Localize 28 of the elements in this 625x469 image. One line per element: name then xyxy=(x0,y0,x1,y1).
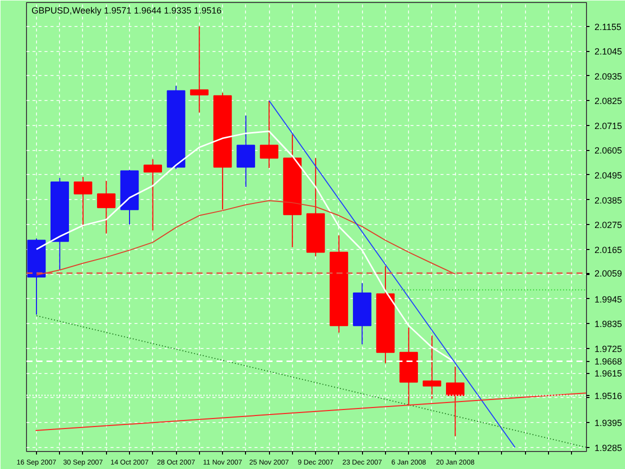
candlestick xyxy=(236,115,256,188)
y-tick-label: 2.1155 xyxy=(594,22,622,32)
candlestick xyxy=(97,180,116,234)
candlestick xyxy=(74,176,92,228)
y-tick-label: 1.9285 xyxy=(594,442,622,453)
y-tick-label: 2.0825 xyxy=(594,96,622,106)
y-tick-label: 2.1045 xyxy=(594,46,622,57)
y-tick-label: 2.0605 xyxy=(594,146,622,156)
candlestick xyxy=(260,100,278,169)
candlestick xyxy=(190,26,209,114)
candlestick xyxy=(422,335,442,400)
candlestick xyxy=(446,366,464,437)
ref-line-label: 1.9668 xyxy=(594,356,622,367)
y-tick-label: 2.0935 xyxy=(594,71,622,82)
y-tick-label: 2.0715 xyxy=(594,120,622,131)
y-tick-label: 2.0385 xyxy=(594,195,622,206)
chart-title: GBPUSD,Weekly 1.9571 1.9644 1.9335 1.9516 xyxy=(32,6,222,16)
y-tick-label: 1.9395 xyxy=(594,418,622,428)
y-tick-label: 1.9945 xyxy=(594,294,622,304)
y-tick-label: 1.9725 xyxy=(594,344,622,354)
y-tick-label: 1.9615 xyxy=(594,368,622,379)
candlestick xyxy=(144,158,162,231)
y-tick-label: 2.0495 xyxy=(594,170,622,180)
ref-line-label: 1.9516 xyxy=(594,390,622,401)
y-tick-label: 2.0165 xyxy=(594,244,622,255)
y-tick-label: 2.0275 xyxy=(594,220,622,230)
ref-line-label: 2.0059 xyxy=(594,268,622,279)
y-tick-label: 1.9835 xyxy=(594,319,622,330)
